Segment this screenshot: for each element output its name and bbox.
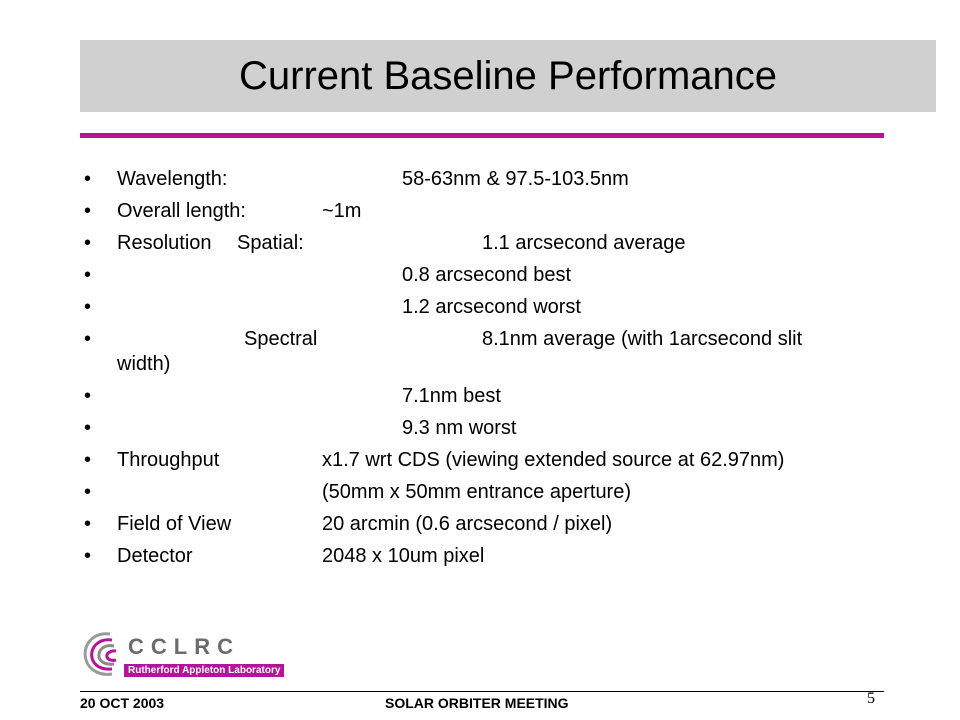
- bullet-value: 2048 x 10um pixel: [322, 545, 485, 567]
- bullet-glyph: •: [84, 264, 92, 286]
- bullet-value: 58-63nm & 97.5-103.5nm: [402, 168, 629, 190]
- bullet-list: • Wavelength: 58-63nm & 97.5-103.5nm • O…: [0, 167, 960, 570]
- list-item: • (50mm x 50mm entrance aperture): [0, 480, 960, 506]
- bullet-glyph: •: [84, 168, 92, 190]
- list-item: • 1.2 arcsecond worst: [0, 295, 960, 321]
- bullet-glyph: •: [84, 449, 92, 471]
- bullet-value: 7.1nm best: [402, 385, 501, 407]
- title-divider: [80, 133, 884, 138]
- list-item: • 7.1nm best: [0, 384, 960, 410]
- list-item: • Field of View 20 arcmin (0.6 arcsecond…: [0, 512, 960, 538]
- bullet-sublabel: Spatial:: [237, 232, 304, 254]
- list-item: • Resolution Spatial: 1.1 arcsecond aver…: [0, 231, 960, 257]
- list-item: • Wavelength: 58-63nm & 97.5-103.5nm: [0, 167, 960, 193]
- logo-wordmark: CCLRC: [128, 634, 240, 659]
- bullet-label: Field of View: [117, 513, 232, 535]
- bullet-glyph: •: [84, 200, 92, 222]
- bullet-value: 0.8 arcsecond best: [402, 264, 571, 286]
- bullet-sublabel: Spectral: [244, 328, 318, 350]
- slide-title: Current Baseline Performance: [238, 54, 778, 98]
- bullet-value: 20 arcmin (0.6 arcsecond / pixel): [322, 513, 613, 535]
- bullet-label: Overall length:: [117, 200, 246, 222]
- bullet-glyph: •: [84, 481, 92, 503]
- list-item: • Spectral 8.1nm average (with 1arcsecon…: [0, 327, 960, 353]
- bullet-glyph: •: [84, 328, 92, 350]
- bullet-glyph: •: [84, 296, 92, 318]
- bullet-label: Throughput: [117, 449, 220, 471]
- list-item: • Overall length: ~1m: [0, 199, 960, 225]
- bullet-value: x1.7 wrt CDS (viewing extended source at…: [322, 449, 785, 471]
- bullet-label: Resolution: [117, 232, 212, 254]
- bullet-continuation: width): [117, 353, 171, 375]
- list-item: • Detector 2048 x 10um pixel: [0, 544, 960, 570]
- bullet-value: 1.2 arcsecond worst: [402, 296, 581, 318]
- footer-meeting: SOLAR ORBITER MEETING: [385, 695, 569, 711]
- bullet-value: 9.3 nm worst: [402, 417, 517, 439]
- bullet-glyph: •: [84, 513, 92, 535]
- cclrc-logo: CCLRC Rutherford Appleton Laboratory: [80, 628, 285, 684]
- bullet-label: Detector: [117, 545, 193, 567]
- list-item: • Throughput x1.7 wrt CDS (viewing exten…: [0, 448, 960, 474]
- bullet-glyph: •: [84, 545, 92, 567]
- page-number: 5: [867, 690, 875, 707]
- bullet-glyph: •: [84, 417, 92, 439]
- list-item: • 0.8 arcsecond best: [0, 263, 960, 289]
- title-band: Current Baseline Performance: [80, 40, 936, 112]
- logo-subtitle: Rutherford Appleton Laboratory: [124, 664, 285, 677]
- bullet-glyph: •: [84, 232, 92, 254]
- bullet-value: ~1m: [322, 200, 362, 222]
- list-item: • 9.3 nm worst: [0, 416, 960, 442]
- bullet-glyph: •: [84, 385, 92, 407]
- bullet-value: 1.1 arcsecond average: [482, 232, 686, 254]
- bullet-label: Wavelength:: [117, 168, 228, 190]
- footer-divider: [80, 691, 884, 692]
- swirl-logo-icon: [83, 632, 117, 676]
- bullet-value: (50mm x 50mm entrance aperture): [322, 481, 632, 503]
- bullet-value: 8.1nm average (with 1arcsecond slit: [482, 328, 803, 350]
- footer-date: 20 OCT 2003: [80, 695, 165, 711]
